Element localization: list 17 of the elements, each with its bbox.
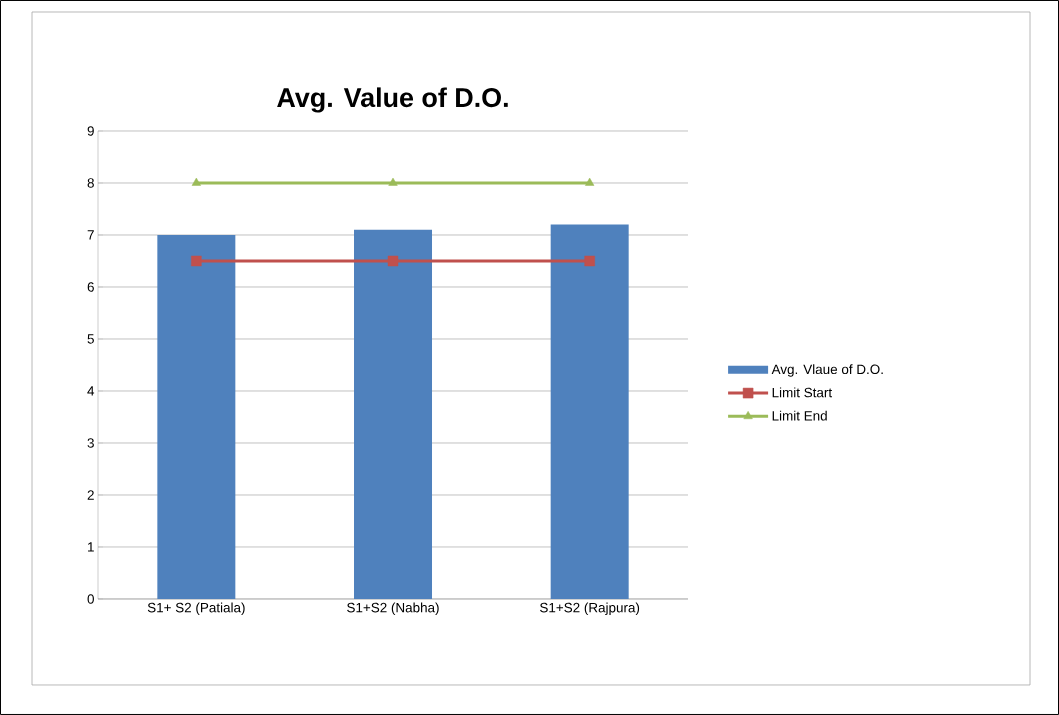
y-tick-label: 8 — [87, 178, 94, 188]
y-tick-label: 5 — [87, 334, 94, 344]
x-tick-label: S1+S2 (Nabha) — [347, 602, 439, 616]
legend-label: Avg. Vlaue of D.O. — [771, 364, 883, 377]
y-tick-label: 4 — [87, 386, 95, 396]
legend-label: Limit Start — [772, 387, 833, 398]
y-tick-label: 6 — [87, 282, 94, 292]
x-tick-label: S1+S2 (Rajpura) — [540, 602, 640, 616]
x-tick-label: S1+ S2 (Patiala) — [147, 602, 245, 616]
y-tick-label: 3 — [87, 438, 94, 448]
y-tick-label: 1 — [88, 542, 94, 552]
chart-title: Avg. Value of D.O. — [277, 87, 508, 113]
y-tick-label: 9 — [87, 126, 94, 136]
y-tick-label: 0 — [87, 594, 94, 604]
y-tick-label: 2 — [87, 490, 94, 500]
y-tick-label: 7 — [87, 230, 94, 240]
legend-label: Limit End — [772, 410, 827, 421]
